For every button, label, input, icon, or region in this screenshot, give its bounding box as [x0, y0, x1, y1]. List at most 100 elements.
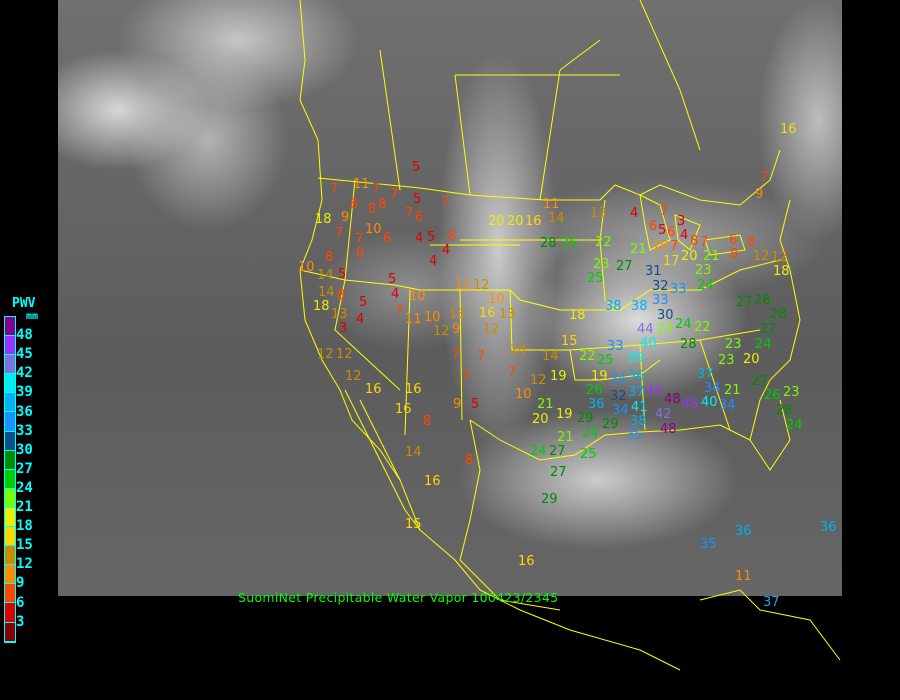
station-pwv-value: 20 [743, 352, 760, 367]
station-pwv-value: 19 [556, 407, 573, 422]
station-pwv-value: 6 [383, 231, 392, 246]
station-pwv-value: 10 [409, 289, 426, 304]
station-pwv-value: 8 [448, 229, 457, 244]
station-pwv-value: 7 [670, 239, 679, 254]
legend-label: 21 [16, 499, 33, 515]
legend-swatch [5, 603, 15, 623]
station-pwv-value: 12 [771, 250, 788, 265]
station-pwv-value: 8 [337, 288, 346, 303]
station-pwv-value: 23 [593, 257, 610, 272]
station-pwv-value: 7 [441, 195, 450, 210]
station-pwv-value: 25 [561, 236, 578, 251]
station-pwv-value: 21 [724, 383, 741, 398]
legend-label: 12 [16, 556, 33, 573]
station-pwv-value: 11 [735, 569, 752, 584]
station-pwv-value: 12 [753, 249, 770, 264]
station-pwv-value: 33 [652, 293, 669, 308]
station-pwv-value: 23 [656, 322, 673, 337]
station-pwv-value: 14 [542, 349, 559, 364]
station-pwv-value: 7 [508, 365, 517, 380]
station-pwv-value: 48 [660, 422, 677, 437]
station-pwv-value: 9 [341, 210, 350, 225]
station-pwv-value: 8 [730, 247, 739, 262]
station-pwv-value: 8 [465, 453, 474, 468]
station-pwv-value: 7 [330, 182, 339, 197]
station-pwv-value: 28 [754, 293, 771, 308]
legend-swatch [5, 546, 15, 566]
station-pwv-value: 7 [660, 204, 669, 219]
station-pwv-value: 15 [405, 517, 422, 532]
station-pwv-value: 25 [597, 353, 614, 368]
station-pwv-value: 7 [700, 235, 709, 250]
station-pwv-value: 27 [751, 374, 768, 389]
legend-label: 15 [16, 537, 33, 554]
station-pwv-value: 36 [628, 369, 645, 384]
station-pwv-value: 24 [530, 444, 547, 459]
station-pwv-value: 11 [543, 197, 560, 212]
legend-label: 30 [16, 441, 33, 458]
gulf-coastline [469, 199, 801, 461]
station-pwv-value: 7 [395, 304, 404, 319]
station-pwv-value: 10 [365, 222, 382, 237]
station-pwv-value: 24 [675, 317, 692, 332]
station-pwv-value: 25 [587, 271, 604, 286]
station-pwv-value: 7 [760, 170, 769, 185]
station-pwv-value: 30 [657, 308, 674, 323]
legend-label: 33 [16, 422, 33, 439]
station-pwv-value: 29 [577, 411, 594, 426]
great-lakes [639, 194, 746, 256]
station-pwv-value: 36 [588, 397, 605, 412]
station-pwv-value: 45 [682, 397, 699, 412]
station-pwv-value: 32 [610, 389, 627, 404]
station-pwv-value: 4 [391, 287, 400, 302]
legend-label: 39 [16, 384, 33, 401]
legend-label: 45 [16, 346, 33, 363]
station-pwv-value: 37 [697, 367, 714, 382]
station-pwv-value: 12 [433, 324, 450, 339]
station-pwv-value: 23 [783, 385, 800, 400]
station-pwv-value: 15 [561, 334, 578, 349]
station-pwv-value: 14 [318, 285, 335, 300]
station-pwv-value: 17 [663, 254, 680, 269]
station-pwv-value: 38 [605, 299, 622, 314]
station-pwv-value: 27 [736, 295, 753, 310]
station-pwv-value: 36 [820, 520, 837, 535]
station-pwv-value: 24 [755, 337, 772, 352]
station-pwv-value: 12 [483, 322, 500, 337]
station-pwv-value: 25 [580, 447, 597, 462]
station-pwv-value: 9 [755, 187, 764, 202]
station-pwv-value: 28 [680, 337, 697, 352]
station-pwv-value: 13 [590, 206, 607, 221]
station-pwv-value: 16 [780, 122, 797, 137]
station-pwv-value: 10 [298, 260, 315, 275]
station-pwv-value: 19 [591, 369, 608, 384]
station-pwv-value: 3 [677, 214, 686, 229]
station-pwv-value: 6 [729, 233, 738, 248]
legend-title: PWV [12, 296, 36, 311]
station-pwv-value: 29 [541, 492, 558, 507]
station-pwv-value: 4 [356, 312, 365, 327]
station-pwv-value: 24 [582, 426, 599, 441]
station-pwv-value: 8 [423, 414, 432, 429]
station-pwv-value: 34 [610, 372, 627, 387]
station-pwv-value: 4 [429, 254, 438, 269]
map-caption: SuomiNet Precipitable Water Vapor 100423… [238, 590, 559, 605]
station-pwv-value: 21 [630, 242, 647, 257]
station-pwv-value: 7 [452, 347, 461, 362]
station-pwv-value: 19 [550, 369, 567, 384]
station-pwv-value: 16 [518, 554, 535, 569]
station-pwv-value: 16 [525, 214, 542, 229]
legend-swatch [5, 507, 15, 528]
station-pwv-value: 21 [537, 397, 554, 412]
station-pwv-value: 20 [507, 214, 524, 229]
station-pwv-value: 13 [499, 307, 516, 322]
station-pwv-value: 4 [442, 243, 451, 258]
station-pwv-value: 22 [579, 349, 596, 364]
station-pwv-value: 31 [645, 264, 662, 279]
station-pwv-value: 28 [770, 307, 787, 322]
legend-swatch [5, 527, 15, 547]
legend-swatch [5, 565, 15, 585]
station-pwv-value: 5 [658, 223, 667, 238]
station-pwv-value: 34 [704, 381, 721, 396]
